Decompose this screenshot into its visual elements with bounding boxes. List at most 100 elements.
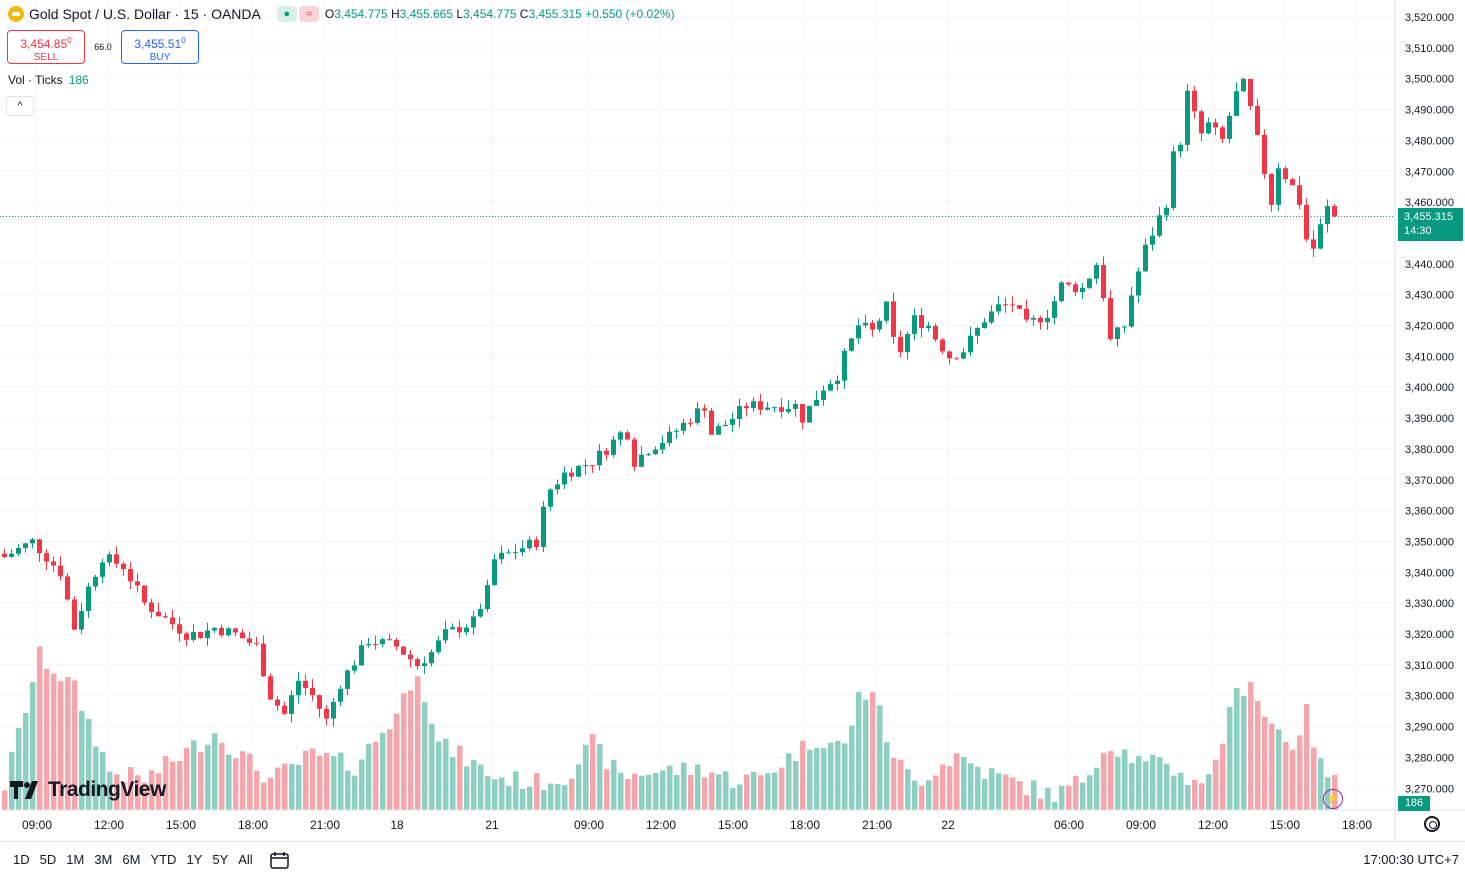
candle-body xyxy=(1052,301,1057,318)
price-tick-label: 3,500.000 xyxy=(1405,74,1454,86)
market-open-status-icon[interactable]: ● xyxy=(276,6,297,22)
collapse-legend-button[interactable]: ^ xyxy=(6,96,34,116)
trade-panel: 3,454.850 SELL 66.0 3,455.510 BUY xyxy=(7,30,199,64)
volume-bar xyxy=(1262,716,1268,810)
volume-bar xyxy=(611,759,617,810)
symbol-title[interactable]: Gold Spot / U.S. Dollar · 15 · OANDA xyxy=(29,6,261,22)
buy-button[interactable]: 3,455.510 BUY xyxy=(121,30,199,64)
volume-bars xyxy=(2,646,1338,810)
candle-body xyxy=(506,552,511,554)
volume-bar xyxy=(653,772,659,810)
candle-body xyxy=(1045,317,1050,323)
candle-body xyxy=(380,639,385,645)
current-price-tag: 3,455.315 14:30 xyxy=(1398,208,1463,241)
volume-legend[interactable]: Vol · Ticks 186 xyxy=(8,73,89,87)
volume-bar xyxy=(751,771,757,810)
volume-bar xyxy=(1010,777,1016,810)
range-6m[interactable]: 6M xyxy=(122,852,141,867)
candle-body xyxy=(1094,265,1099,279)
time-tick-label: 06:00 xyxy=(1054,818,1084,832)
volume-bar xyxy=(821,748,827,810)
candle-body xyxy=(737,406,742,419)
volume-bar xyxy=(429,723,435,810)
ohlc-high: 3,455.665 xyxy=(399,7,453,21)
candle-body xyxy=(534,539,539,547)
range-5y[interactable]: 5Y xyxy=(212,852,229,867)
candle-body xyxy=(1325,206,1330,225)
lightning-icon[interactable]: ⚡ xyxy=(1323,789,1343,809)
candle-body xyxy=(779,407,784,412)
candle-body xyxy=(247,638,252,643)
range-1d[interactable]: 1D xyxy=(13,852,30,867)
candle-body xyxy=(44,553,49,562)
volume-bar xyxy=(849,725,855,810)
candle-body xyxy=(765,407,770,410)
time-tick-label: 18:00 xyxy=(238,818,268,832)
candle-body xyxy=(681,422,686,431)
time-tick-label: 18:00 xyxy=(1342,818,1372,832)
candle-body xyxy=(254,642,259,644)
candle-body xyxy=(975,327,980,336)
volume-bar xyxy=(492,779,498,810)
candle-body xyxy=(93,576,98,587)
candle-body xyxy=(1290,179,1295,186)
volume-bar xyxy=(121,782,127,810)
volume-bar xyxy=(947,766,953,810)
range-all[interactable]: All xyxy=(238,852,253,867)
calendar-range-icon[interactable] xyxy=(269,851,290,869)
volume-bar xyxy=(793,761,799,810)
volume-bar xyxy=(233,758,239,810)
volume-bar xyxy=(107,771,113,810)
price-tick-label: 3,380.000 xyxy=(1405,444,1454,456)
candle-body xyxy=(821,390,826,401)
volume-bar xyxy=(212,733,218,810)
volume-bar xyxy=(891,758,897,810)
volume-bar xyxy=(541,790,547,810)
volume-bar xyxy=(303,750,309,810)
candle-body xyxy=(317,695,322,709)
candle-body xyxy=(968,335,973,353)
range-5d[interactable]: 5D xyxy=(39,852,57,867)
time-tick-label: 09:00 xyxy=(574,818,604,832)
time-tick-label: 18:00 xyxy=(790,818,820,832)
volume-bar xyxy=(1122,749,1128,810)
tradingview-logo[interactable]: TradingView xyxy=(10,778,166,802)
candle-body xyxy=(814,400,819,406)
volume-bar xyxy=(996,773,1002,810)
volume-bar xyxy=(1199,783,1205,810)
data-delay-icon[interactable]: ≈ xyxy=(298,6,319,22)
candle-body xyxy=(1017,305,1022,309)
volume-bar xyxy=(450,757,456,810)
range-3m[interactable]: 3M xyxy=(94,852,113,867)
candle-body xyxy=(912,315,917,334)
volume-bar xyxy=(436,741,442,810)
candle-body xyxy=(226,628,231,636)
sell-button[interactable]: 3,454.850 SELL xyxy=(7,30,85,64)
candle-body xyxy=(1297,185,1302,205)
range-1y[interactable]: 1Y xyxy=(186,852,203,867)
candle-body xyxy=(800,404,805,423)
range-1m[interactable]: 1M xyxy=(66,852,85,867)
settings-gear-icon[interactable] xyxy=(1424,816,1440,832)
volume-bar xyxy=(72,680,78,810)
candle-body xyxy=(856,325,861,339)
volume-bar xyxy=(1017,781,1023,810)
volume-bar xyxy=(205,744,211,810)
candle-body xyxy=(954,358,959,360)
range-ytd[interactable]: YTD xyxy=(150,852,177,867)
price-tick-label: 3,440.000 xyxy=(1405,259,1454,271)
volume-bar xyxy=(317,755,323,810)
volume-bar xyxy=(758,775,764,810)
volume-bar xyxy=(800,740,806,810)
time-tick-label: 21:00 xyxy=(862,818,892,832)
candle-body xyxy=(786,408,791,412)
volume-bar xyxy=(1073,775,1079,810)
candle-body xyxy=(548,489,553,507)
volume-bar xyxy=(247,753,253,810)
timezone-clock[interactable]: 17:00:30 UTC+7 xyxy=(1363,852,1459,867)
candle-body xyxy=(842,350,847,381)
candle-body xyxy=(996,304,1001,312)
candle-body xyxy=(730,418,735,425)
price-chart[interactable]: 3,520.000 3,510.000 3,500.000 3,490.000 3,48… xyxy=(0,0,1465,841)
volume-bar xyxy=(576,764,582,810)
